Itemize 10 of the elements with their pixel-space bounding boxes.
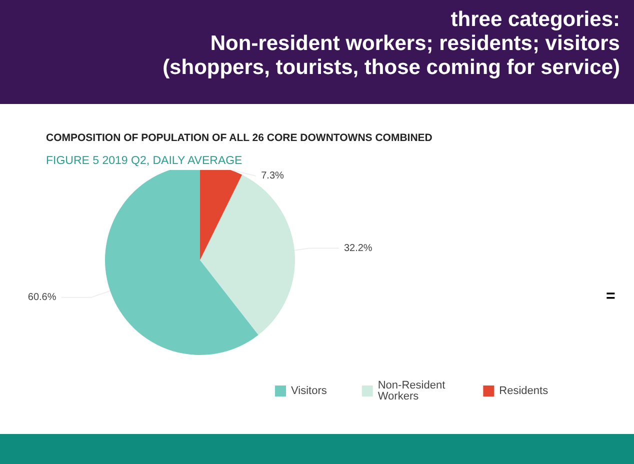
caption: FIGURE 5 2019 Q2, DAILY AVERAGE — [46, 155, 242, 167]
header-banner: three categories: Non-resident workers; residents; visitors (shoppers, tourists, those coming for service) — [0, 0, 634, 104]
data-label: 60.6% — [28, 292, 56, 303]
data-label: 7.3% — [261, 170, 284, 182]
data-label: 32.2% — [344, 242, 372, 254]
legend-label: Non-Resident Workers — [378, 380, 448, 402]
text: = — [606, 288, 616, 306]
legend-label: Residents — [499, 385, 549, 397]
legend-label: Visitors — [291, 385, 328, 397]
chart-subtitle: COMPOSITION OF POPULATION OF ALL 26 CORE DOWNTOWNS COMBINED — [46, 132, 432, 144]
